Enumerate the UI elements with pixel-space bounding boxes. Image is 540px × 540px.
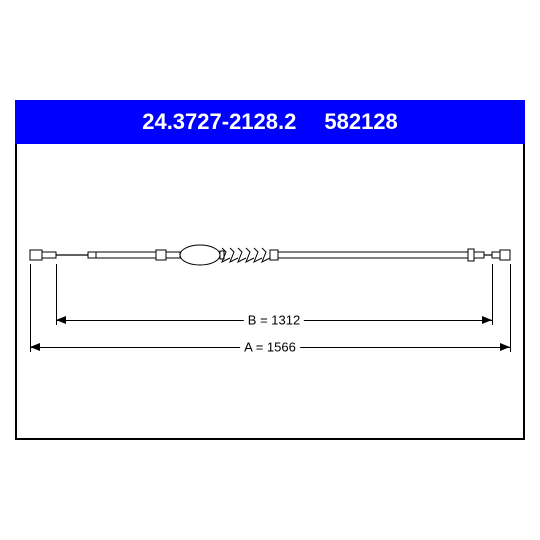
- dim-b-arrow-left: [56, 316, 66, 324]
- dim-b-arrow-right: [482, 316, 492, 324]
- dim-a-arrow-right: [500, 343, 510, 351]
- drawing-canvas: 24.3727-2128.2 582128 B = 1312 A = 1566: [0, 0, 540, 540]
- dim-b-ext-right: [492, 264, 493, 325]
- dim-b-label: B = 1312: [244, 313, 304, 328]
- dim-a-ext-left: [30, 264, 31, 352]
- dim-a-label: A = 1566: [240, 340, 300, 355]
- dim-a-ext-right: [510, 264, 511, 352]
- cable-drawing: [0, 0, 540, 540]
- dim-a-arrow-left: [30, 343, 40, 351]
